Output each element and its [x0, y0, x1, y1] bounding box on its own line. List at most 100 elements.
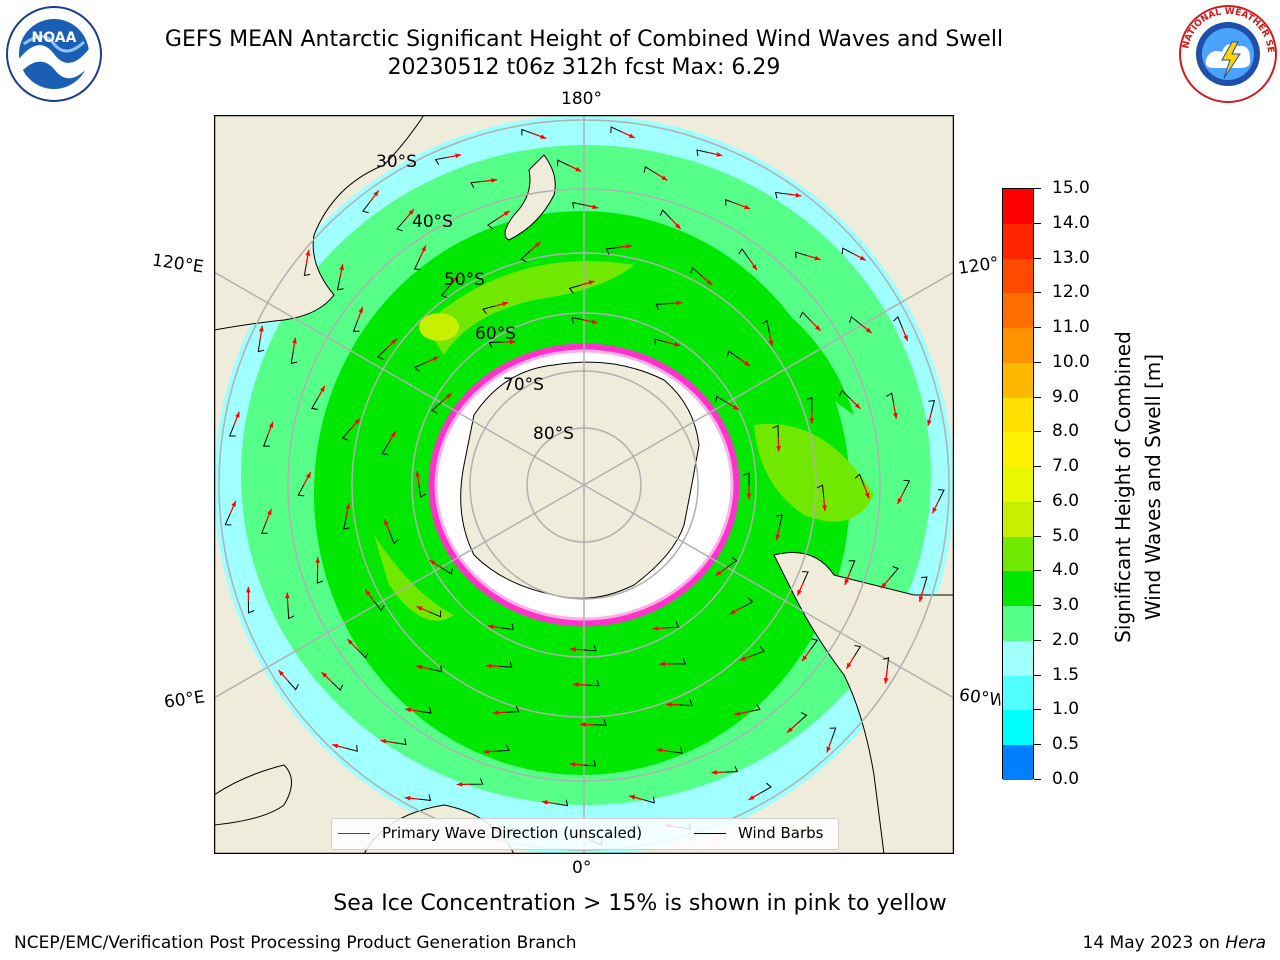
- wave-vector-marker: [361, 190, 380, 214]
- colorbar-tick-mark: [1034, 292, 1041, 294]
- wave-arrow-head: [826, 746, 831, 753]
- wave-vector-marker: [396, 208, 415, 232]
- wind-barb: [761, 319, 770, 333]
- wave-vector-marker: [224, 500, 237, 526]
- wave-arrow-head: [408, 209, 414, 215]
- colorbar-tick-mark: [1034, 396, 1041, 398]
- wave-arrow-head: [787, 727, 793, 733]
- wind-barb: [725, 199, 738, 206]
- footer-credit: NCEP/EMC/Verification Post Processing Pr…: [14, 933, 577, 953]
- wave-arrow-head: [656, 747, 663, 753]
- noaa-logo-icon: NOAA: [4, 4, 104, 104]
- wind-barb: [470, 180, 484, 189]
- wave-arrow-head: [432, 356, 439, 362]
- wind-barb: [287, 680, 299, 691]
- wave-arrow-head: [339, 264, 344, 271]
- wave-arrow-head: [706, 279, 713, 286]
- wave-arrow-head: [384, 519, 389, 526]
- wave-vector-marker: [470, 178, 498, 189]
- wind-barb: [809, 638, 819, 651]
- wave-arrow-head: [278, 670, 284, 676]
- wind-barb: [659, 209, 672, 220]
- wave-arrow-head: [629, 795, 636, 800]
- wave-arrow-head: [246, 586, 251, 593]
- wave-vector-marker: [659, 209, 682, 230]
- wave-arrow-head: [809, 418, 815, 424]
- colorbar-tick-label: 5.0: [1052, 525, 1080, 546]
- wave-vector-marker: [262, 421, 274, 447]
- australia-landmass: [214, 115, 425, 331]
- wave-vector-marker: [416, 605, 442, 618]
- footer-host: Hera: [1225, 933, 1266, 953]
- colorbar-tick-label: 10.0: [1052, 351, 1090, 372]
- wind-barb: [336, 277, 344, 291]
- wind-barb: [643, 166, 656, 174]
- colorbar-band: [1003, 467, 1033, 503]
- colorbar-band: [1003, 328, 1033, 364]
- wave-arrow-head: [739, 656, 746, 661]
- wave-vector-marker: [801, 638, 819, 662]
- wave-arrow-head: [580, 722, 586, 727]
- colorbar-tick-mark: [1034, 570, 1041, 572]
- wave-arrow-head: [652, 626, 659, 631]
- wave-vector-marker: [841, 247, 867, 261]
- colorbar-tick-label: 13.0: [1052, 247, 1090, 268]
- wind-barb: [848, 560, 856, 573]
- wave-vector-marker: [341, 418, 361, 441]
- wave-arrow-head: [592, 204, 599, 210]
- wave-vector-marker: [383, 519, 399, 545]
- legend-item-wind-barbs: Wind Barbs: [694, 824, 823, 842]
- wind-barb: [679, 699, 693, 707]
- colorbar-tick-label: 1.5: [1052, 664, 1080, 685]
- wave-vector-marker: [416, 664, 443, 673]
- wind-barb: [741, 597, 754, 608]
- wave-vector-marker: [886, 392, 898, 419]
- wave-vector-marker: [844, 560, 856, 586]
- map-frame: [214, 115, 954, 854]
- wave-vector-marker: [376, 338, 398, 360]
- wind-barb: [726, 350, 739, 359]
- wave-vector-marker: [415, 471, 427, 498]
- wave-arrow-head: [452, 275, 459, 282]
- wave-arrow-head: [405, 707, 412, 713]
- wave-vector-marker: [311, 385, 326, 410]
- wave-vector-marker: [278, 669, 299, 691]
- colorbar-band: [1003, 675, 1033, 711]
- colorbar-tick-label: 2.0: [1052, 629, 1080, 650]
- wave-arrow-head: [569, 762, 576, 767]
- wind-barb: [829, 727, 837, 740]
- wind-barb: [752, 646, 766, 656]
- wave-vector-marker: [572, 679, 600, 687]
- wave-arrow-head: [932, 507, 937, 514]
- wind-barb: [228, 424, 236, 437]
- colorbar-tick-label: 12.0: [1052, 282, 1090, 303]
- wind-barb: [673, 658, 687, 665]
- wave-arrow-head: [776, 446, 781, 452]
- wind-barb: [690, 267, 702, 277]
- colorbar-tick-mark: [1034, 744, 1041, 746]
- wave-arrow-head: [390, 431, 396, 438]
- colorbar-tick-mark: [1034, 466, 1041, 468]
- wave-arrow-head: [267, 509, 272, 516]
- wind-barb: [555, 799, 569, 807]
- wave-arrow-head: [927, 419, 932, 426]
- colorbar-tick-mark: [1034, 779, 1041, 780]
- wave-direction-arrows: [224, 126, 945, 846]
- wave-arrow-head: [235, 411, 240, 418]
- wind-barb: [396, 219, 406, 232]
- colorbar-tick-label: 11.0: [1052, 317, 1090, 338]
- wind-barb: [440, 286, 450, 299]
- wave-arrow-head: [746, 493, 752, 499]
- wave-vector-marker: [336, 264, 344, 291]
- wave-vector-marker: [896, 479, 911, 505]
- wave-vector-marker: [918, 576, 928, 603]
- wind-barb: [418, 794, 432, 801]
- lon-label-180: 180°: [561, 89, 602, 109]
- wave-arrow-head: [732, 404, 739, 410]
- wave-arrow-head: [844, 578, 850, 585]
- graticule: [214, 115, 954, 854]
- wave-arrow-head: [332, 743, 339, 749]
- wind-barb: [748, 704, 761, 713]
- wave-vector-marker: [605, 244, 633, 255]
- wave-vector-marker: [795, 251, 821, 261]
